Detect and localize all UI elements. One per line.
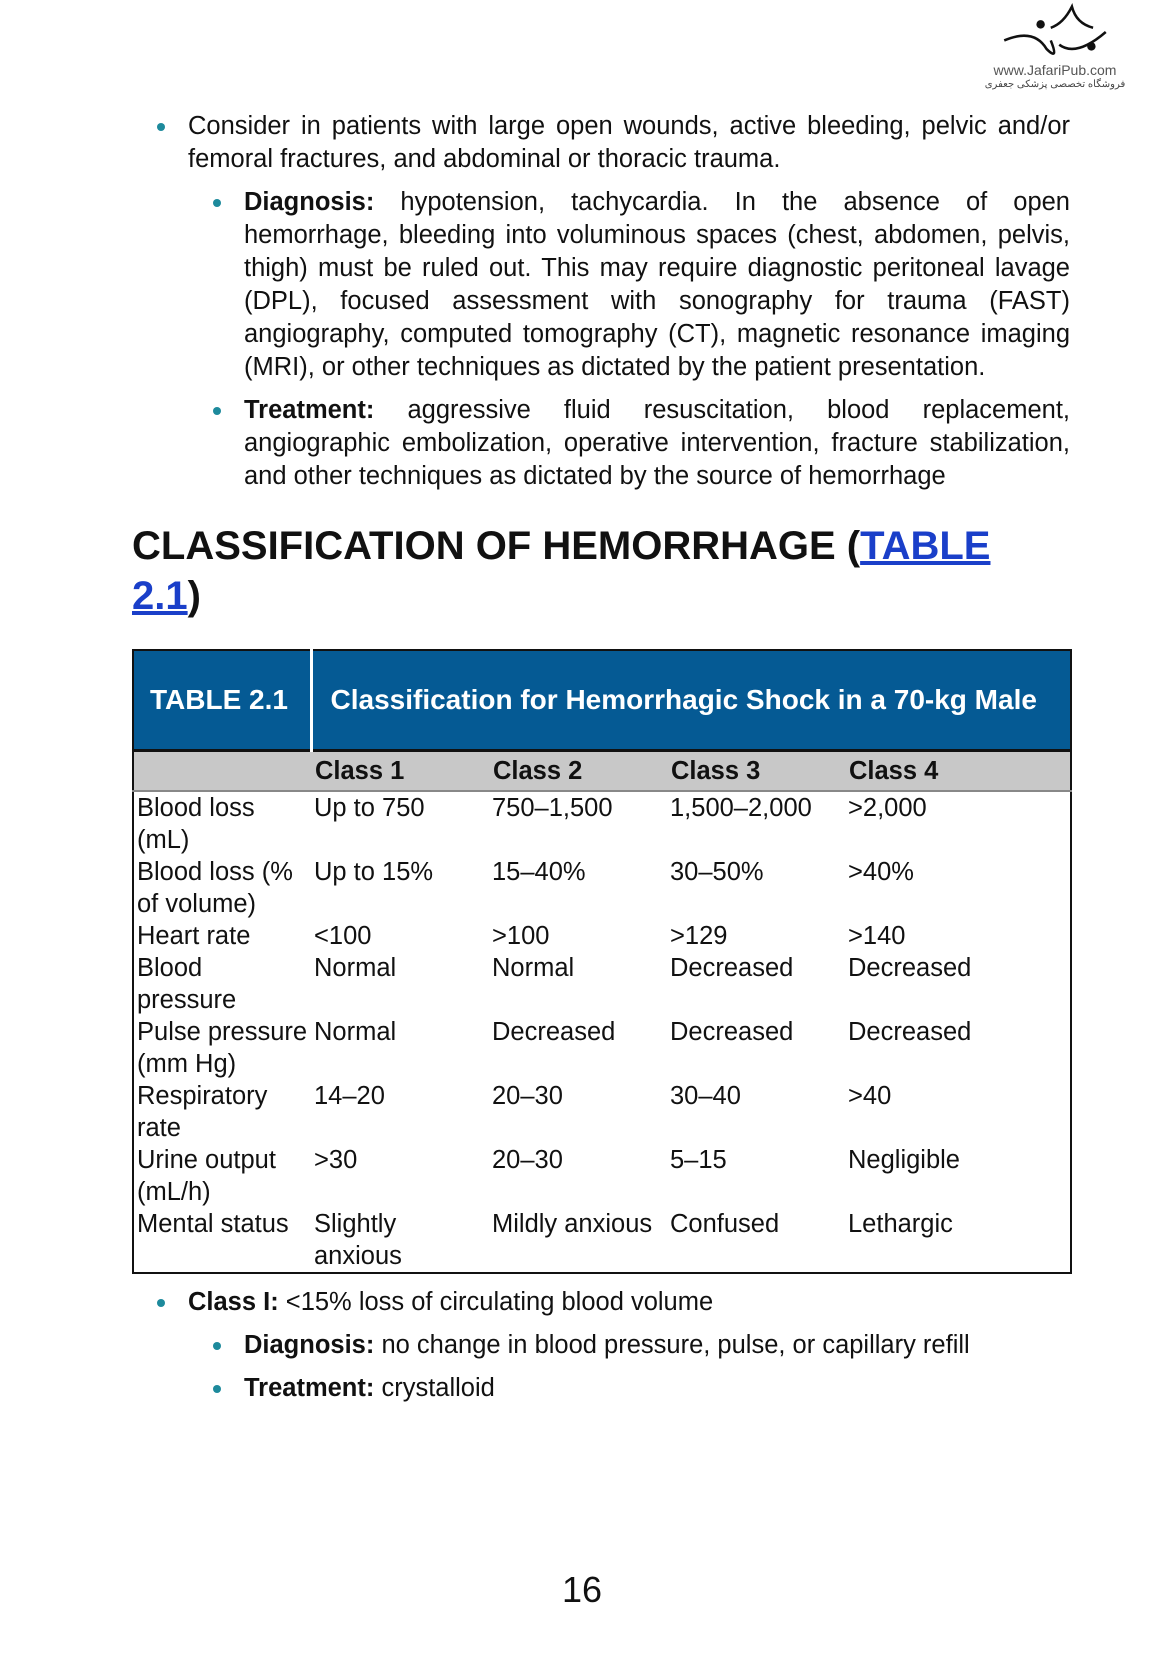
column-header: Class 1 [311,749,489,792]
table-link[interactable]: TABLE 2.1 [132,524,991,618]
heading-suffix: ) [187,574,201,618]
table-cell: Normal [314,1018,397,1046]
table-cell: Decreased [670,1018,794,1046]
table-cell: 5–15 [670,1146,727,1174]
table-cell: Up to 15% [314,858,434,886]
table-cell: 30–50% [670,858,764,886]
table-row: Blood loss (mL) Up to 750 750–1,500 1,500–2… [133,791,1071,856]
table-cell: Normal [314,954,397,982]
class-1-label: Class I: [188,1288,279,1316]
bullet-icon [213,407,221,415]
heading-text: CLASSIFICATION OF HEMORRHAGE ( [132,524,861,568]
table-cell: Decreased [670,954,794,982]
table-cell: <100 [314,922,372,950]
treatment-label: Treatment: [244,1374,375,1402]
column-header: Class 4 [845,749,1071,792]
table-cell: 20–30 [492,1082,563,1110]
table-caption: TABLE 2.1 Classification for Hemorrhagic… [133,650,1071,751]
table-cell: >100 [492,922,550,950]
hemorrhage-classification-table: TABLE 2.1 Classification for Hemorrhagic… [132,649,1072,1274]
table-cell: Up to 750 [314,794,425,822]
bullet-text: Consider in patients with large open wou… [188,112,1070,173]
table-cell: >30 [314,1146,358,1174]
table-cell: >40% [848,858,914,886]
column-header-row: Class 1 Class 2 Class 3 Class 4 [133,749,1071,792]
section-heading: CLASSIFICATION OF HEMORRHAGE (TABLE 2.1) [132,521,1032,621]
table-cell: 14–20 [314,1082,385,1110]
table-cell: Blood pressure [137,954,237,1014]
table-row: Mental status Slightly anxious Mildly anxi… [133,1208,1071,1273]
table-cell: Blood loss (mL) [137,794,255,854]
table-cell: Slightly anxious [314,1210,402,1270]
table-cell: Mental status [137,1210,289,1238]
table-cell: Decreased [848,954,972,982]
treatment-label: Treatment: [244,396,375,424]
page-content: Consider in patients with large open wou… [0,110,1164,1405]
class-1-treatment: Treatment: crystalloid [213,1372,1070,1405]
publisher-logo: www.JafariPub.com فروشگاه تخصصی پزشکی جع… [970,2,1140,91]
diagnosis-label: Diagnosis: [244,188,375,216]
table-cell: 15–40% [492,858,586,886]
table-cell: Confused [670,1210,780,1238]
bullet-icon [213,1342,221,1350]
class-1-text: <15% loss of circulating blood volume [278,1288,714,1316]
calligraphy-logo-icon [1003,2,1107,55]
bullet-icon [157,123,165,131]
table-row: Heart rate <100 >100 >129 >140 [133,920,1071,952]
table-cell: 1,500–2,000 [670,794,812,822]
table-number: TABLE 2.1 [133,650,313,751]
page-number: 16 [561,1569,603,1610]
table-cell: Urine output (mL/h) [137,1146,276,1206]
table-row: Urine output (mL/h) >30 20–30 5–15 Negligibl… [133,1144,1071,1208]
table-title: Classification for Hemorrhagic Shock in … [311,650,1071,751]
table-cell: >2,000 [848,794,927,822]
table-cell: Normal [492,954,575,982]
table-cell: 30–40 [670,1082,741,1110]
table-cell: Decreased [492,1018,616,1046]
table-cell: 750–1,500 [492,794,613,822]
diagnosis-label: Diagnosis: [244,1331,375,1359]
table-row: Blood pressure Normal Normal Decreased Decre… [133,952,1071,1016]
bullet-item: Consider in patients with large open wou… [157,110,1070,176]
bullet-icon [213,1385,221,1393]
diagnosis-text: hypotension, tachycardia. In the absence… [244,188,1070,381]
table-cell: Pulse pressure (mm Hg) [137,1018,308,1078]
bullet-icon [157,1299,165,1307]
table-cell: Lethargic [848,1210,953,1238]
class-1-diagnosis: Diagnosis: no change in blood pressure, … [213,1329,1070,1362]
table-cell: Blood loss (% of volume) [137,858,293,918]
treatment-paragraph: Treatment: aggressive fluid resuscitatio… [213,394,1070,493]
bullet-icon [213,199,221,207]
table-cell: Respiratory rate [137,1082,268,1142]
table-row: Blood loss (% of volume) Up to 15% 15–40% 3… [133,856,1071,920]
treatment-text: crystalloid [374,1374,495,1402]
treatment-text: aggressive fluid resuscitation, blood re… [244,396,1070,490]
diagnosis-text: no change in blood pressure, pulse, or c… [374,1331,970,1359]
column-header [133,749,311,792]
column-header: Class 3 [667,749,845,792]
logo-url: www.JafariPub.com [993,62,1117,78]
table-cell: >40 [848,1082,892,1110]
table-cell: Mildly anxious [492,1210,653,1238]
table-cell: 20–30 [492,1146,563,1174]
table-cell: >140 [848,922,906,950]
table-cell: Negligible [848,1146,960,1174]
diagnosis-paragraph: Diagnosis: hypotension, tachycardia. In … [213,186,1070,384]
column-header: Class 2 [489,749,667,792]
table-row: Respiratory rate 14–20 20–30 30–40 >40 [133,1080,1071,1144]
table-row: Pulse pressure (mm Hg) Normal Decreased Dec… [133,1016,1071,1080]
class-1-bullet: Class I: <15% loss of circulating blood … [157,1286,1070,1319]
table-cell: Decreased [848,1018,972,1046]
table-cell: >129 [670,922,728,950]
logo-tagline: فروشگاه تخصصی پزشکی جعفری [984,79,1126,90]
table-cell: Heart rate [137,922,251,950]
